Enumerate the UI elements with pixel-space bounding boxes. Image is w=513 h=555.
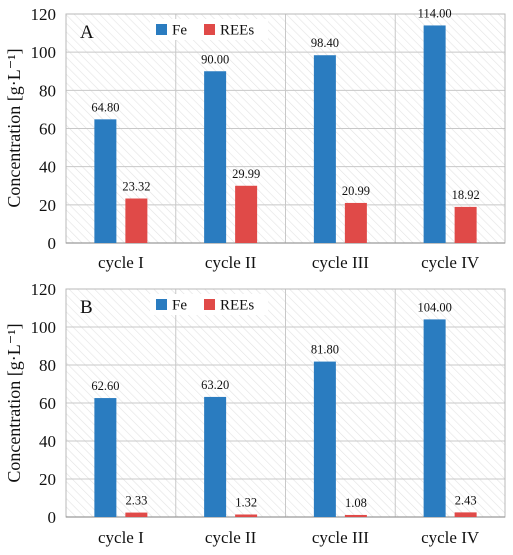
data-label-fe: 90.00 bbox=[201, 52, 229, 66]
bar-rees-2 bbox=[235, 514, 258, 517]
x-category-label: cycle II bbox=[205, 253, 257, 272]
legend-label-rees: REEs bbox=[220, 23, 254, 39]
data-label-rees: 29.99 bbox=[232, 167, 260, 181]
chart-panel-a: 0 20 40 60 80 100 120 Concentration [g·L⁻¹] 64.8… bbox=[4, 5, 506, 272]
legend-swatch-rees bbox=[204, 299, 215, 310]
legend-label-fe: Fe bbox=[172, 298, 187, 314]
bar-rees-1 bbox=[125, 198, 148, 243]
legend-label-rees: REEs bbox=[220, 298, 254, 314]
legend: Fe REEs bbox=[150, 19, 268, 40]
y-tick-label: 80 bbox=[39, 81, 56, 100]
bar-fe-2 bbox=[204, 396, 227, 517]
bar-rees-3 bbox=[344, 202, 367, 243]
legend-swatch-fe bbox=[156, 24, 167, 35]
data-label-fe: 114.00 bbox=[418, 6, 452, 20]
bar-fe-1 bbox=[94, 119, 117, 243]
x-category-label: cycle III bbox=[312, 528, 369, 547]
data-label-rees: 1.32 bbox=[235, 495, 257, 509]
y-tick-label: 100 bbox=[31, 318, 57, 337]
bar-fe-3 bbox=[313, 361, 336, 517]
x-category-label: cycle IV bbox=[421, 528, 480, 547]
bar-fe-2 bbox=[204, 71, 227, 243]
bar-rees-1 bbox=[125, 512, 148, 517]
x-category-label: cycle IV bbox=[421, 253, 480, 272]
bar-rees-4 bbox=[454, 206, 477, 243]
data-label-fe: 104.00 bbox=[417, 300, 451, 314]
chart-panel-b: 0 20 40 60 80 100 120 Concentration [g·L⁻¹] 62.6… bbox=[4, 280, 506, 547]
legend-swatch-fe bbox=[156, 299, 167, 310]
y-tick-label: 0 bbox=[48, 234, 57, 253]
y-axis-label: Concentration [g·L⁻¹] bbox=[4, 48, 24, 207]
data-label-rees: 2.43 bbox=[455, 493, 477, 507]
y-tick-label: 100 bbox=[31, 43, 57, 62]
bar-fe-1 bbox=[94, 398, 117, 517]
y-axis-label: Concentration [g·L⁻¹] bbox=[4, 323, 24, 482]
y-tick-label: 0 bbox=[48, 508, 57, 527]
panel-letter: A bbox=[80, 22, 94, 43]
data-label-rees: 23.32 bbox=[122, 179, 150, 193]
data-label-rees: 1.08 bbox=[345, 496, 367, 510]
data-label-fe: 81.80 bbox=[311, 343, 339, 357]
data-label-rees: 2.33 bbox=[125, 494, 147, 508]
legend: Fe REEs bbox=[150, 294, 268, 315]
bar-rees-3 bbox=[344, 514, 367, 517]
y-tick-label: 40 bbox=[39, 432, 56, 451]
x-category-label: cycle I bbox=[98, 253, 144, 272]
x-category-label: cycle III bbox=[312, 253, 369, 272]
bar-fe-4 bbox=[423, 319, 446, 517]
data-label-rees: 18.92 bbox=[452, 188, 480, 202]
y-tick-label: 60 bbox=[39, 394, 56, 413]
y-tick-label: 40 bbox=[39, 158, 56, 177]
data-label-fe: 64.80 bbox=[91, 100, 119, 114]
legend-swatch-rees bbox=[204, 24, 215, 35]
bar-fe-3 bbox=[313, 55, 336, 243]
bar-fe-4 bbox=[423, 25, 446, 244]
data-label-fe: 62.60 bbox=[91, 379, 119, 393]
data-label-fe: 63.20 bbox=[201, 378, 229, 392]
y-tick-label: 120 bbox=[31, 5, 57, 24]
legend-label-fe: Fe bbox=[172, 23, 187, 39]
x-category-label: cycle II bbox=[205, 528, 257, 547]
y-tick-label: 20 bbox=[39, 196, 56, 215]
bar-rees-4 bbox=[454, 512, 477, 517]
data-label-rees: 20.99 bbox=[342, 184, 370, 198]
panel-letter: B bbox=[80, 297, 93, 318]
bar-rees-2 bbox=[235, 185, 258, 243]
y-tick-label: 60 bbox=[39, 120, 56, 139]
y-tick-label: 20 bbox=[39, 470, 56, 489]
y-tick-label: 120 bbox=[31, 280, 57, 299]
data-label-fe: 98.40 bbox=[311, 36, 339, 50]
x-category-label: cycle I bbox=[98, 528, 144, 547]
y-tick-label: 80 bbox=[39, 356, 56, 375]
